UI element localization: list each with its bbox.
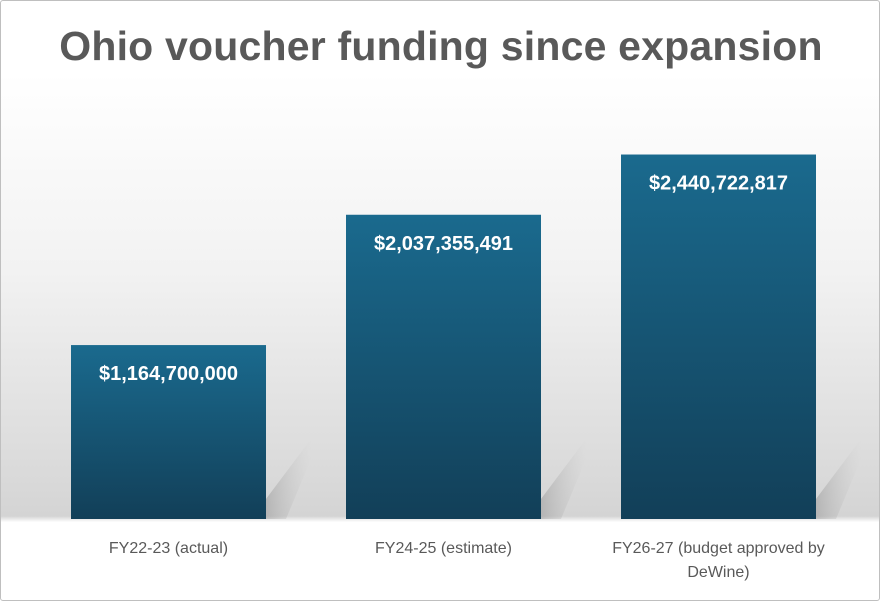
bar-shadow [266,439,311,519]
chart-title: Ohio voucher funding since expansion [59,23,823,69]
bar-2 [346,214,541,519]
data-label-3: $2,440,722,817 [649,173,788,195]
category-label-3: DeWine) [687,564,749,581]
bar-3 [621,154,816,519]
category-label-3: FY26-27 (budget approved by [612,540,825,557]
bar-1 [71,345,266,519]
bar-shadow [816,439,861,519]
category-label-2: FY24-25 (estimate) [375,540,512,557]
bar-shadow [541,439,586,519]
data-label-2: $2,037,355,491 [374,233,513,255]
data-label-1: $1,164,700,000 [99,363,238,385]
category-label-1: FY22-23 (actual) [109,540,228,557]
